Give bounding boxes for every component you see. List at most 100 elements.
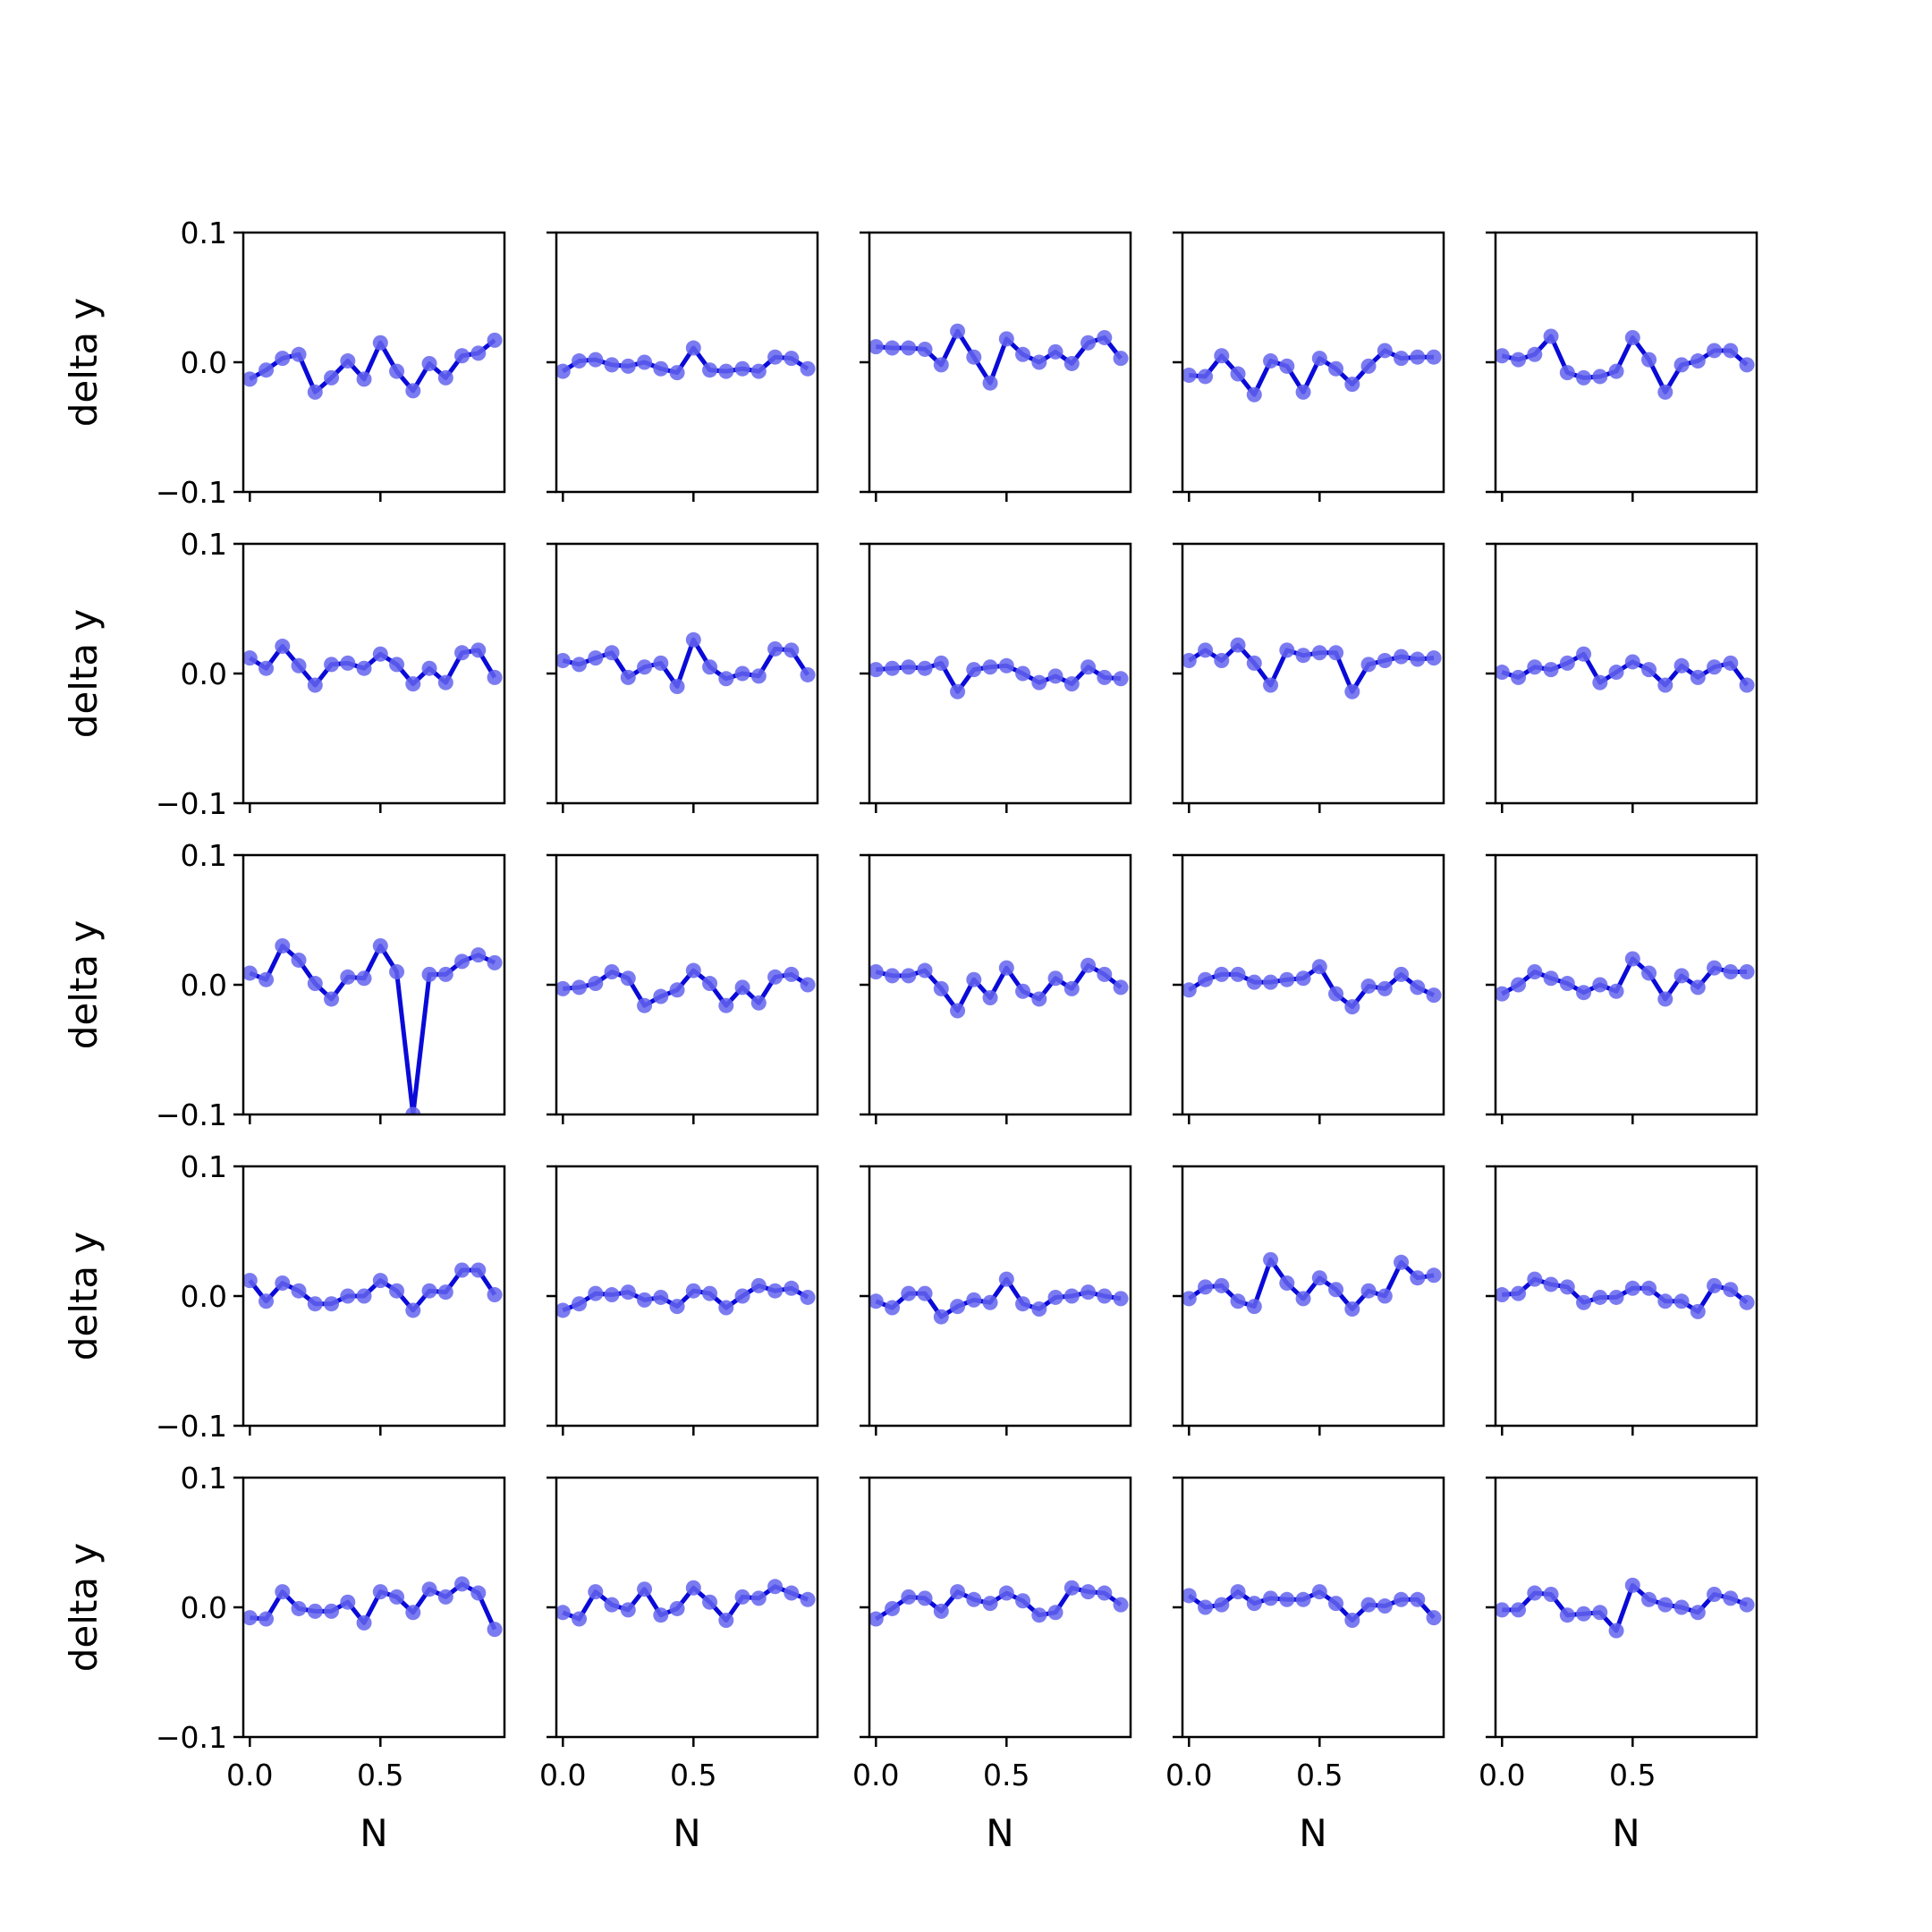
panel-r1-c1 <box>547 542 819 813</box>
data-point <box>1377 1288 1393 1304</box>
data-point <box>1608 665 1624 681</box>
series-group <box>1182 1584 1442 1628</box>
data-point <box>1496 348 1510 364</box>
series-group <box>1182 637 1442 699</box>
panel-r2-c4 <box>1486 853 1758 1124</box>
data-point <box>1543 328 1559 344</box>
series-group <box>1182 343 1442 402</box>
panel-r2-c0: −0.1 0.0 0.1 delta y <box>62 838 506 1132</box>
data-point <box>1559 365 1575 381</box>
data-point <box>1410 979 1426 996</box>
data-point <box>1113 351 1129 367</box>
data-point <box>1360 657 1377 673</box>
data-point <box>588 352 604 368</box>
series-line <box>875 1276 1122 1319</box>
data-point <box>258 362 275 378</box>
data-point <box>1496 1287 1510 1303</box>
data-point <box>1641 965 1657 981</box>
data-point <box>1097 966 1113 982</box>
data-point <box>1723 1282 1739 1298</box>
data-point <box>1707 1277 1723 1293</box>
data-point <box>604 964 620 979</box>
y-axis-label: delta y <box>62 298 106 428</box>
data-point <box>1496 986 1510 1002</box>
x-tick-label: 0.0 <box>852 1758 899 1792</box>
data-point <box>1295 384 1311 400</box>
data-point <box>487 1287 503 1303</box>
series-line <box>1501 651 1750 688</box>
data-point <box>1047 343 1063 360</box>
series-group <box>1496 646 1755 693</box>
data-point <box>702 362 718 378</box>
data-point <box>998 657 1014 674</box>
data-point <box>1182 982 1197 998</box>
data-point <box>669 1299 685 1315</box>
y-tick-label: −0.1 <box>156 1720 227 1755</box>
series-line <box>248 644 497 688</box>
data-point <box>324 1603 340 1619</box>
data-point <box>933 357 949 373</box>
data-point <box>588 976 604 992</box>
data-point <box>1295 1591 1311 1607</box>
data-point <box>1527 1585 1543 1601</box>
data-point <box>982 659 998 675</box>
series-line <box>562 1283 809 1313</box>
panel-r0-c0: −0.1 0.0 0.1 delta y <box>62 216 506 510</box>
data-point <box>356 371 372 387</box>
series-group <box>869 1580 1129 1627</box>
data-point <box>1624 1577 1640 1593</box>
y-tick-label: 0.0 <box>181 968 227 1003</box>
data-point <box>1080 335 1097 351</box>
data-point <box>1527 346 1543 362</box>
data-point <box>734 979 750 996</box>
data-point <box>1576 1606 1592 1622</box>
data-point <box>1047 1605 1063 1621</box>
x-axis-label: N <box>673 1811 700 1855</box>
data-point <box>1608 983 1624 999</box>
data-point <box>372 1273 388 1289</box>
data-point <box>1230 1293 1246 1309</box>
data-point <box>1047 1289 1063 1305</box>
x-tick-label: 0.0 <box>226 1758 273 1792</box>
data-point <box>966 971 982 987</box>
data-point <box>917 1285 933 1301</box>
panel-r2-c2 <box>860 853 1132 1124</box>
panel-r3-c1 <box>547 1165 819 1436</box>
data-point <box>718 1613 734 1628</box>
y-tick-label: 0.1 <box>181 1461 227 1496</box>
data-point <box>685 962 701 979</box>
data-point <box>784 1585 800 1601</box>
data-point <box>1543 970 1559 987</box>
data-point <box>966 349 982 365</box>
x-axis-label: N <box>360 1811 387 1855</box>
data-point <box>1263 1590 1279 1606</box>
series-line <box>1189 348 1435 397</box>
data-point <box>1263 353 1279 369</box>
data-point <box>470 1262 487 1278</box>
y-tick-label: 0.1 <box>181 527 227 562</box>
data-point <box>1360 1283 1377 1299</box>
data-point <box>324 657 340 673</box>
data-point <box>885 340 901 356</box>
data-point <box>1576 1294 1592 1310</box>
series-group <box>243 639 503 693</box>
panel-r3-c4 <box>1486 1165 1758 1436</box>
data-point <box>1657 991 1674 1007</box>
series-group <box>1182 959 1442 1015</box>
data-point <box>243 371 258 387</box>
data-point <box>1344 377 1360 393</box>
data-point <box>998 1585 1014 1601</box>
series-group <box>869 957 1129 1019</box>
data-point <box>1113 1291 1129 1307</box>
data-point <box>1328 986 1344 1002</box>
data-point <box>1063 1288 1080 1304</box>
data-point <box>1311 351 1327 367</box>
data-point <box>487 332 503 348</box>
series-group <box>556 962 816 1013</box>
data-point <box>1592 1289 1608 1305</box>
data-point <box>1063 1580 1080 1596</box>
data-point <box>1063 355 1080 371</box>
data-point <box>1230 637 1246 653</box>
data-point <box>1559 976 1575 992</box>
data-point <box>243 650 258 666</box>
